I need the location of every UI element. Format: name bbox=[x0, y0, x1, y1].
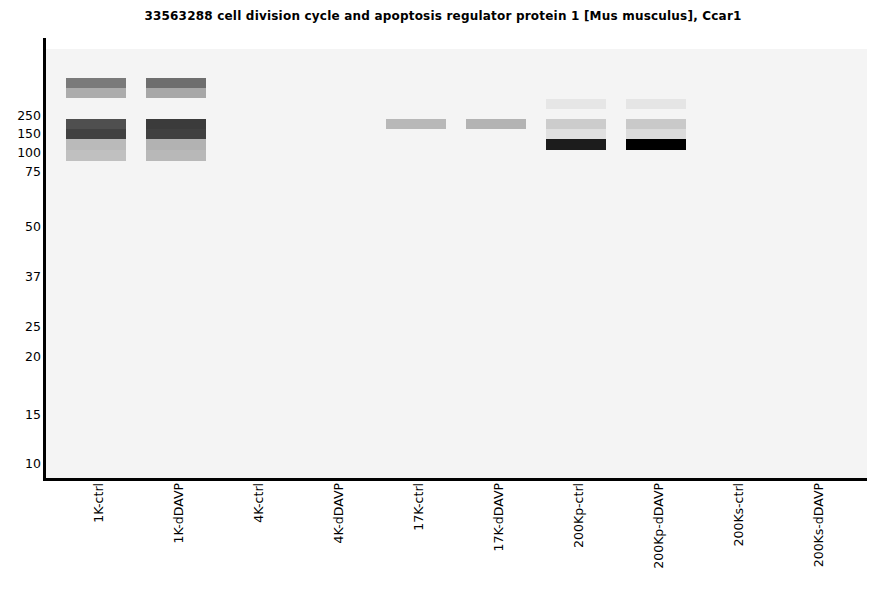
lane-label-200Kp-dDAVP: 200Kp-dDAVP bbox=[652, 483, 665, 573]
virtual-western-blot-figure: 33563288 cell division cycle and apoptos… bbox=[0, 0, 886, 595]
lane-label-1K-dDAVP: 1K-dDAVP bbox=[172, 483, 185, 573]
lane-label-200Kp-ctrl: 200Kp-ctrl bbox=[572, 483, 585, 573]
lane-label-200Ks-dDAVP: 200Ks-dDAVP bbox=[812, 483, 825, 573]
lane-label-17K-ctrl: 17K-ctrl bbox=[412, 483, 425, 573]
lane-label-200Ks-ctrl: 200Ks-ctrl bbox=[732, 483, 745, 573]
lane-label-1K-ctrl: 1K-ctrl bbox=[92, 483, 105, 573]
lane-label-4K-ctrl: 4K-ctrl bbox=[252, 483, 265, 573]
x-axis-lane-labels: 1K-ctrl 1K-dDAVP 4K-ctrl 4K-dDAVP 17K-ctrl 17… bbox=[0, 0, 886, 595]
lane-label-4K-dDAVP: 4K-dDAVP bbox=[332, 483, 345, 573]
lane-label-17K-dDAVP: 17K-dDAVP bbox=[492, 483, 505, 573]
